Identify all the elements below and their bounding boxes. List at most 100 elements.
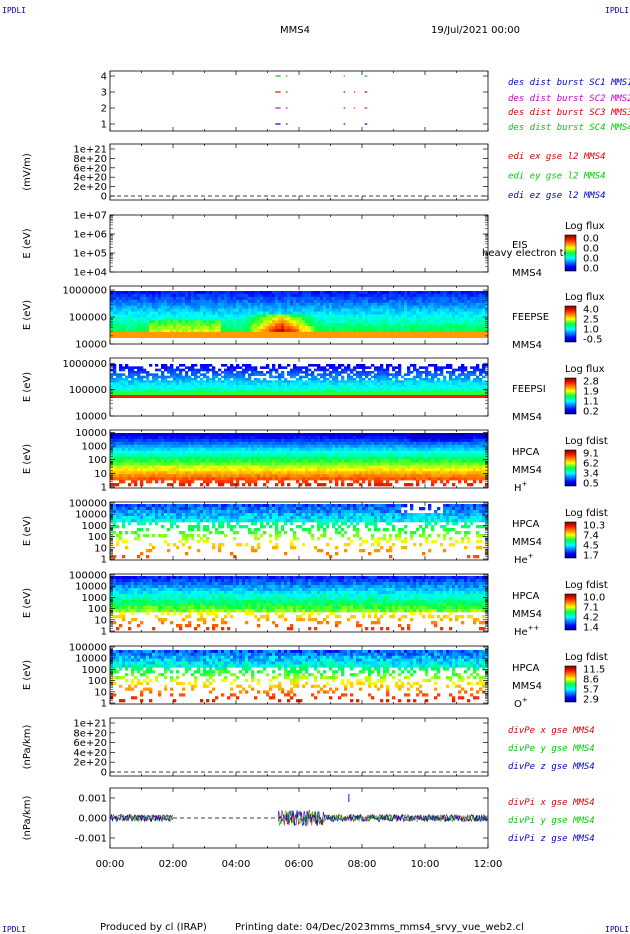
spectrogram-cell: [308, 395, 312, 398]
spectrogram-cell: [239, 385, 243, 388]
spectrogram-cell: [419, 387, 423, 390]
spectrogram-cell: [389, 364, 393, 367]
spectrogram-cell: [182, 387, 186, 390]
spectrogram-cell: [194, 441, 198, 446]
spectrogram-cell: [113, 444, 117, 449]
spectrogram-cell: [251, 308, 255, 312]
spectrogram-cell: [353, 326, 357, 330]
spectrogram-cell: [398, 323, 402, 327]
spectrogram-cell: [320, 385, 324, 388]
spectrogram-cell: [191, 302, 195, 306]
spectrogram-cell: [299, 450, 303, 454]
spectrogram-cell: [362, 314, 366, 318]
spectrogram-cell: [431, 291, 435, 295]
spectrogram-cell: [125, 302, 129, 306]
spectrogram-cell: [320, 471, 324, 475]
spectrogram-cell: [254, 480, 258, 484]
spectrogram-cell: [308, 389, 312, 393]
colorbar-3: [564, 234, 577, 272]
spectrogram-cell: [179, 480, 183, 484]
spectrogram-cell: [269, 471, 273, 475]
spectrogram-cell: [164, 453, 168, 457]
spectrogram-cell: [119, 364, 123, 367]
spectrogram-cell: [452, 323, 456, 327]
spectrogram-cell: [449, 382, 453, 386]
spectrogram-cell: [182, 395, 186, 398]
spectrogram-cell: [350, 382, 354, 386]
spectrogram-cell: [275, 453, 279, 457]
spectrogram-cell: [116, 291, 120, 295]
spectrogram-cell: [245, 382, 249, 386]
spectrogram-cell: [227, 474, 231, 478]
spectrogram-cell: [221, 311, 225, 315]
spectrogram-cell: [281, 314, 285, 318]
spectrogram-cell: [239, 373, 243, 376]
spectrogram-cell: [266, 435, 270, 440]
spectrogram-cell: [227, 392, 231, 395]
spectrogram-cell: [227, 368, 231, 372]
spectrogram-cell: [188, 387, 192, 390]
spectrogram-cell: [359, 395, 363, 398]
spectrogram-cell: [332, 382, 336, 386]
spectrogram-cell: [296, 382, 300, 386]
spectrogram-cell: [431, 392, 435, 395]
spectrogram-cell: [272, 317, 276, 321]
spectrogram-cell: [320, 483, 324, 487]
spectrogram-cell: [380, 375, 384, 379]
spectrogram-cell: [182, 305, 186, 309]
spectrogram-cell: [305, 296, 309, 301]
spectrogram-cell: [377, 308, 381, 312]
y-axis-label: (mV/m): [22, 153, 33, 191]
spectrogram-cell: [200, 447, 204, 451]
spectrogram-cell: [269, 477, 273, 481]
spectrogram-cell: [470, 389, 474, 393]
spectrogram-cell: [164, 444, 168, 449]
spectrogram-cell: [182, 480, 186, 484]
spectrogram-cell: [212, 395, 216, 398]
spectrogram-cell: [116, 308, 120, 312]
spectrogram-cell: [458, 299, 462, 304]
spectrogram-cell: [434, 293, 438, 298]
spectrogram-cell: [446, 308, 450, 312]
spectrogram-cell: [302, 474, 306, 478]
spectrogram-cell: [197, 444, 201, 449]
spectrogram-cell: [233, 477, 237, 481]
spectrogram-cell: [311, 435, 315, 440]
spectrogram-cell: [377, 375, 381, 379]
spectrogram-cell: [152, 314, 156, 318]
spectrogram-cell: [173, 311, 177, 315]
spectrogram-cell: [152, 299, 156, 304]
spectrogram-cell: [170, 382, 174, 386]
spectrogram-cell: [287, 317, 291, 321]
spectrogram-cell: [302, 477, 306, 481]
spectrogram-cell: [227, 320, 231, 324]
spectrogram-cell: [317, 293, 321, 298]
spectrogram-cell: [233, 382, 237, 386]
spectrogram-cell: [212, 392, 216, 395]
spectrogram-cell: [230, 373, 234, 376]
spectrogram-cell: [254, 465, 258, 469]
spectrogram-cell: [266, 380, 270, 383]
spectrogram-cell: [428, 373, 432, 376]
spectrogram-cell: [170, 453, 174, 457]
spectrogram-cell: [194, 471, 198, 475]
spectrogram-cell: [470, 291, 474, 295]
spectrogram-cell: [410, 320, 414, 324]
spectrogram-cell: [191, 366, 195, 369]
spectrogram-cell: [482, 364, 486, 367]
spectrogram-cell: [224, 395, 228, 398]
spectrogram-cell: [128, 477, 132, 481]
spectrogram-cell: [260, 474, 264, 478]
spectrogram-cell: [203, 296, 207, 301]
spectrogram-cell: [155, 433, 159, 437]
spectrogram-cell: [302, 465, 306, 469]
spectrogram-cell: [485, 373, 489, 376]
spectrogram-cell: [122, 435, 126, 440]
spectrogram-cell: [131, 326, 135, 330]
spectrogram-cell: [152, 323, 156, 327]
spectrogram-cell: [452, 291, 456, 295]
spectrogram-cell: [401, 392, 405, 395]
spectrogram-cell: [311, 433, 315, 437]
spectrogram-cell: [443, 293, 447, 298]
